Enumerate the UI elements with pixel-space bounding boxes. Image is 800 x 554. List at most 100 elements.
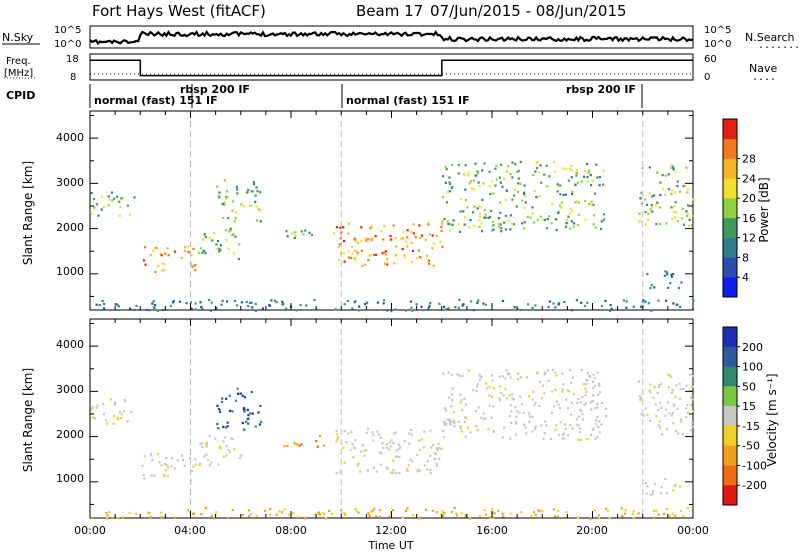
scatter-cell (204, 442, 208, 445)
scatter-cell (543, 432, 546, 435)
scatter-cell (481, 169, 484, 172)
scatter-cell (547, 305, 550, 309)
scatter-cell (367, 427, 370, 430)
scatter-cell (295, 309, 298, 312)
scatter-cell (670, 391, 673, 394)
scatter-cell (160, 254, 163, 257)
scatter-cell (231, 209, 234, 212)
scatter-cell (383, 299, 386, 302)
scatter-cell (366, 238, 369, 241)
scatter-cell (692, 198, 695, 201)
scatter-cell (684, 407, 688, 410)
scatter-cell (673, 484, 676, 487)
scatter-cell (242, 407, 245, 410)
scatter-cell (602, 213, 605, 216)
scatter-cell (677, 432, 680, 435)
scatter-cell (655, 223, 658, 226)
scatter-cell (443, 407, 447, 410)
scatter-cell (639, 305, 643, 308)
scatter-cell (665, 222, 668, 225)
scatter-cell (639, 398, 642, 401)
colorbar-tick-label: 50 (742, 380, 756, 393)
scatter-cell (558, 204, 562, 207)
scatter-cell (122, 410, 126, 413)
scatter-cell (261, 307, 264, 310)
scatter-cell (576, 516, 579, 519)
scatter-cell (286, 235, 289, 238)
scatter-cell (548, 175, 551, 178)
scatter-cell (118, 214, 121, 217)
scatter-cell (408, 442, 411, 445)
scatter-cell (380, 452, 383, 455)
scatter-cell (572, 392, 575, 396)
scatter-cell (584, 218, 587, 221)
scatter-cell (575, 200, 578, 203)
scatter-cell (437, 442, 440, 445)
scatter-cell (224, 229, 227, 232)
scatter-cell (588, 374, 591, 378)
scatter-cell (665, 507, 668, 511)
scatter-cell (143, 246, 147, 249)
scatter-cell (649, 419, 652, 423)
scatter-cell (520, 403, 523, 406)
scatter-cell (574, 183, 577, 186)
velocity-ylabel: Slant Range [km] (21, 368, 35, 472)
scatter-cell (117, 517, 120, 520)
scatter-cell (487, 428, 490, 431)
scatter-cell (476, 383, 479, 386)
scatter-cell (455, 514, 459, 517)
scatter-cell (142, 259, 145, 262)
scatter-cell (554, 428, 557, 432)
scatter-cell (605, 507, 608, 510)
scatter-cell (106, 514, 109, 517)
scatter-cell (210, 514, 213, 517)
scatter-cell (555, 374, 558, 377)
scatter-cell (391, 459, 395, 462)
scatter-cell (600, 402, 603, 405)
scatter-cell (484, 417, 487, 420)
scatter-cell (342, 446, 345, 450)
freq-trace (90, 59, 693, 77)
scatter-cell (252, 181, 255, 184)
scatter-cell (285, 307, 288, 310)
scatter-cell (508, 415, 511, 418)
scatter-cell (587, 203, 590, 206)
scatter-cell (169, 304, 172, 307)
scatter-cell (351, 443, 354, 446)
scatter-cell (344, 513, 347, 516)
scatter-cell (217, 407, 220, 410)
scatter-cell (554, 306, 557, 309)
scatter-cell (666, 271, 669, 274)
noise-right-tick-high: 10^5 (704, 25, 731, 36)
scatter-cell (318, 434, 322, 438)
scatter-cell (534, 170, 537, 173)
scatter-cell (645, 203, 649, 206)
scatter-cell (501, 512, 504, 515)
scatter-cell (226, 421, 229, 424)
scatter-cell (210, 461, 213, 464)
scatter-cell (426, 460, 429, 463)
scatter-cell (228, 394, 231, 397)
scatter-cell (240, 203, 243, 206)
scatter-cell (229, 227, 232, 230)
scatter-cell (201, 445, 204, 449)
scatter-cell (428, 305, 431, 308)
scatter-cell (225, 195, 228, 198)
scatter-cell (527, 412, 531, 415)
scatter-cell (221, 203, 224, 206)
scatter-cell (356, 241, 359, 245)
scatter-cell (230, 437, 233, 440)
scatter-cell (170, 465, 173, 468)
scatter-cell (490, 209, 493, 212)
noise-panel: N.Sky 10^5 10^0 10^5 10^0 N.Search .....… (2, 25, 800, 51)
scatter-cell (449, 229, 452, 232)
scatter-cell (504, 228, 508, 231)
scatter-cell (360, 226, 363, 229)
scatter-cell (221, 299, 224, 302)
scatter-cell (671, 389, 674, 392)
scatter-cell (494, 167, 497, 170)
scatter-cell (252, 190, 255, 193)
scatter-cell (480, 222, 483, 225)
scatter-cell (546, 217, 549, 221)
scatter-cell (532, 221, 535, 224)
